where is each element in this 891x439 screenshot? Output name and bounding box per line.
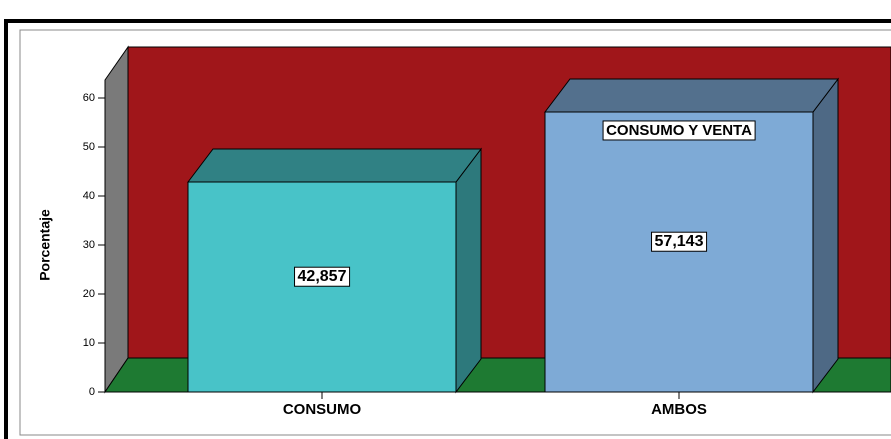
y-tick-label: 40 <box>83 190 95 202</box>
x-tick-label: AMBOS <box>651 401 707 418</box>
y-tick-label: 60 <box>83 92 95 104</box>
annotation: CONSUMO Y VENTA <box>606 122 752 139</box>
y-tick-label: 30 <box>83 239 95 251</box>
data-label-box <box>294 266 351 287</box>
bar <box>187 181 457 393</box>
data-label-box <box>651 231 708 252</box>
bar <box>544 111 814 393</box>
y-tick-label: 50 <box>83 141 95 153</box>
y-tick-label: 20 <box>83 288 95 300</box>
bar-top <box>543 78 840 113</box>
data-label: 42,857 <box>298 268 347 285</box>
annotation-box <box>602 120 756 141</box>
y-tick-label: 10 <box>83 337 95 349</box>
y-tick-label: 0 <box>89 386 95 398</box>
data-label: 57,143 <box>655 233 704 250</box>
y-axis-label: Porcentaje <box>37 209 53 281</box>
bar-side <box>455 147 482 394</box>
bar-side <box>812 77 839 394</box>
x-tick-label: CONSUMO <box>283 401 362 418</box>
bar-top <box>186 148 483 183</box>
side-wall <box>104 45 129 394</box>
